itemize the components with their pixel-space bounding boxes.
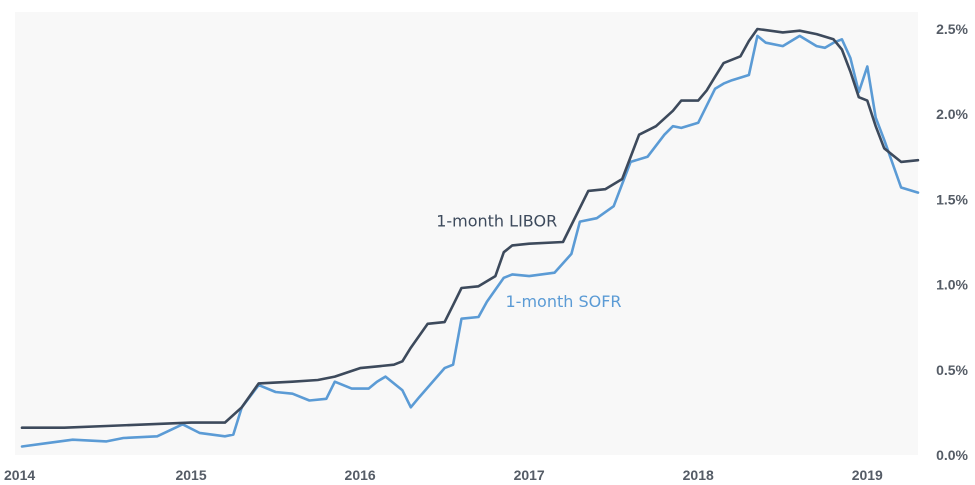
x-tick-label-2017: 2017 [514, 467, 545, 483]
series-lines [20, 27, 920, 448]
y-tick-label-0.5%: 0.5% [936, 362, 968, 378]
x-tick-label-2019: 2019 [852, 467, 883, 483]
y-tick-label-2.0%: 2.0% [936, 106, 968, 122]
y-tick-label-1.0%: 1.0% [936, 277, 968, 293]
plot-area-background [15, 12, 918, 455]
series-line-1-month-libor [20, 27, 920, 429]
series-labels: 1-month SOFR 1-month LIBOR [436, 212, 621, 311]
x-tick-label-2018: 2018 [683, 467, 714, 483]
series-label-1-month-libor: 1-month LIBOR [436, 212, 557, 231]
x-tick-label-2016: 2016 [345, 467, 376, 483]
y-tick-label-1.5%: 1.5% [936, 191, 968, 207]
y-tick-label-0.0%: 0.0% [936, 447, 968, 463]
x-tick-label-2014: 2014 [4, 467, 35, 483]
x-axis-tick-labels: 2014 2015 2016 2017 2018 2019 [4, 467, 883, 483]
x-tick-label-2015: 2015 [175, 467, 206, 483]
y-tick-label-2.5%: 2.5% [936, 21, 968, 37]
series-label-1-month-sofr: 1-month SOFR [506, 292, 622, 311]
y-axis-tick-labels: 0.0% 0.5% 1.0% 1.5% 2.0% 2.5% [936, 21, 968, 463]
